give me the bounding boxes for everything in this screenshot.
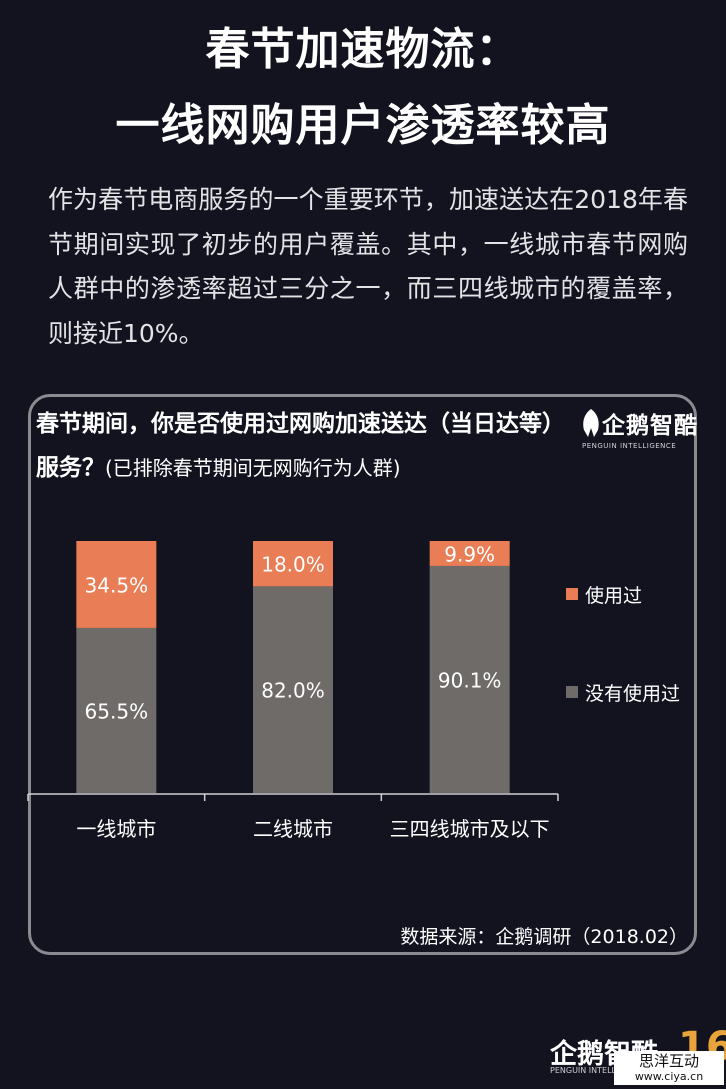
data-label: 82.0% — [261, 679, 325, 703]
intro-paragraph: 作为春节电商服务的一个重要环节，加速送达在2018年春节期间实现了初步的用户覆盖… — [48, 185, 688, 348]
bar-segment — [76, 541, 157, 628]
footer-logo-subtitle: PENGUIN INTELLIGENCE — [550, 1066, 647, 1075]
category-label: 一线城市 — [76, 817, 156, 841]
legend-swatch — [566, 686, 578, 698]
legend-label: 使用过 — [585, 585, 642, 607]
penguin-icon — [583, 409, 599, 437]
brand-logo: 企鹅智酷 PENGUIN INTELLIGENCE — [578, 404, 697, 454]
category-label: 二线城市 — [253, 817, 333, 841]
watermark-url: www.ciya.cn — [634, 1070, 704, 1083]
bar-segment — [253, 586, 333, 793]
watermark: 思洋互动 www.ciya.cn — [614, 1051, 724, 1085]
legend-label: 没有使用过 — [585, 683, 680, 705]
data-label: 90.1% — [438, 668, 502, 692]
data-label: 65.5% — [85, 699, 149, 723]
chart-title-note: (已排除春节期间无网购行为人群) — [105, 456, 401, 480]
bar-segment — [76, 627, 157, 793]
data-label: 18.0% — [261, 553, 325, 577]
bar-segment — [253, 541, 333, 587]
data-label: 9.9% — [444, 542, 495, 566]
brand-logo-text: 企鹅智酷 — [602, 413, 698, 439]
page-title-line-1: 春节加速物流： — [205, 24, 521, 75]
brand-logo-subtitle: PENGUIN INTELLIGENCE — [582, 442, 677, 450]
chart-title: 春节期间，你是否使用过网购加速送达（当日达等）服务？(已排除春节期间无网购行为人… — [36, 402, 584, 490]
bar-segment — [429, 541, 510, 566]
bar-segment — [429, 565, 510, 793]
page-title-line-2: 一线网购用户渗透率较高 — [115, 100, 611, 151]
category-label: 三四线城市及以下 — [390, 817, 550, 841]
data-label: 34.5% — [85, 573, 149, 597]
chart-title-main: 春节期间，你是否使用过网购加速送达（当日达等）服务？ — [36, 411, 565, 481]
chart-card — [28, 394, 697, 955]
data-source: 数据来源：企鹅调研（2018.02） — [400, 926, 688, 948]
watermark-name: 思洋互动 — [638, 1052, 699, 1070]
legend-swatch — [566, 588, 578, 600]
